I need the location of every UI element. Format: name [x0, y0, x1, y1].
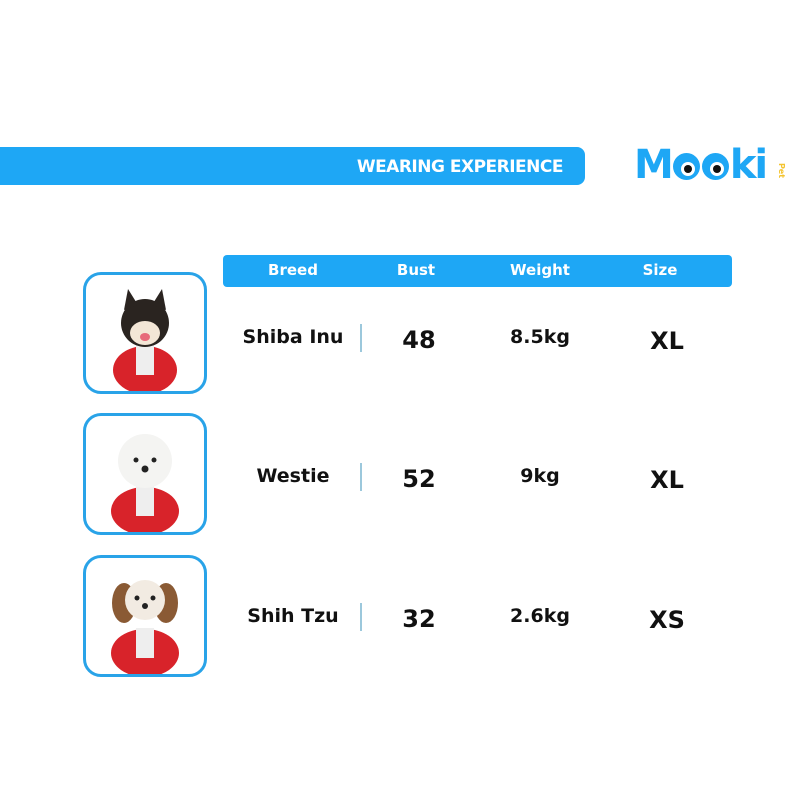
table-row: Shiba Inu 48 8.5kg XL — [223, 320, 732, 360]
bust-cell: 32 — [402, 605, 436, 633]
size-cell: XL — [650, 327, 684, 355]
header-breed: Breed — [268, 261, 318, 279]
banner: WEARING EXPERIENCE — [0, 147, 585, 185]
breed-cell: Westie — [256, 465, 330, 487]
divider — [360, 324, 362, 352]
logo-sub: Pet — [777, 162, 787, 179]
breed-cell: Shih Tzu — [247, 605, 339, 627]
divider — [360, 603, 362, 631]
header-size: Size — [642, 261, 678, 279]
header-bust: Bust — [396, 261, 436, 279]
weight-cell: 2.6kg — [510, 605, 570, 627]
bust-cell: 48 — [402, 326, 436, 354]
westie-photo — [83, 413, 207, 535]
banner-title: WEARING EXPERIENCE — [356, 157, 564, 177]
table-header: Breed Bust Weight Size — [223, 255, 732, 287]
shiba-inu-photo — [83, 272, 207, 394]
breed-cell: Shiba Inu — [242, 326, 344, 348]
table-row: Shih Tzu 32 2.6kg XS — [223, 599, 732, 639]
weight-cell: 8.5kg — [510, 326, 570, 348]
weight-cell: 9kg — [520, 465, 560, 487]
divider — [360, 463, 362, 491]
table-row: Westie 52 9kg XL — [223, 459, 732, 499]
size-cell: XL — [650, 466, 684, 494]
size-cell: XS — [649, 606, 685, 634]
shih-tzu-photo — [83, 555, 207, 677]
header-weight: Weight — [510, 261, 570, 279]
bust-cell: 52 — [402, 465, 436, 493]
